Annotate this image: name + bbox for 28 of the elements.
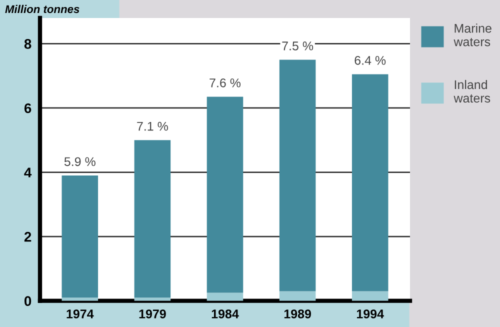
y-tick-label: 4 xyxy=(24,168,32,178)
y-axis-title: Million tonnes xyxy=(5,4,80,14)
bar xyxy=(206,292,244,301)
bar xyxy=(352,291,388,301)
bar xyxy=(206,96,244,293)
annotation: 7.1 % xyxy=(137,122,168,131)
y-tick-label: 6 xyxy=(24,103,32,114)
annotation: 7.6 % xyxy=(210,78,241,88)
x-tick-label: 1994 xyxy=(356,310,384,318)
bar xyxy=(279,60,316,292)
y-tick-label: 0 xyxy=(24,296,32,306)
x-tick-label: 1979 xyxy=(139,310,166,318)
y-tick-label: 2 xyxy=(24,232,32,242)
bar xyxy=(134,298,171,301)
bar xyxy=(352,74,388,292)
annotation: 7.5 % xyxy=(282,42,314,50)
annotation: 5.9 % xyxy=(64,157,96,166)
legend-label: Inland waters xyxy=(454,80,490,103)
legend-label: Marine waters xyxy=(454,24,492,46)
bar xyxy=(134,140,171,298)
bar xyxy=(62,298,98,301)
x-tick-label: 1989 xyxy=(284,310,311,318)
bar xyxy=(279,291,316,301)
y-tick-label: 8 xyxy=(24,39,32,49)
bar xyxy=(62,175,98,298)
x-tick-label: 1974 xyxy=(66,310,94,318)
annotation: 6.4 % xyxy=(354,56,386,65)
x-tick-label: 1984 xyxy=(212,310,239,318)
